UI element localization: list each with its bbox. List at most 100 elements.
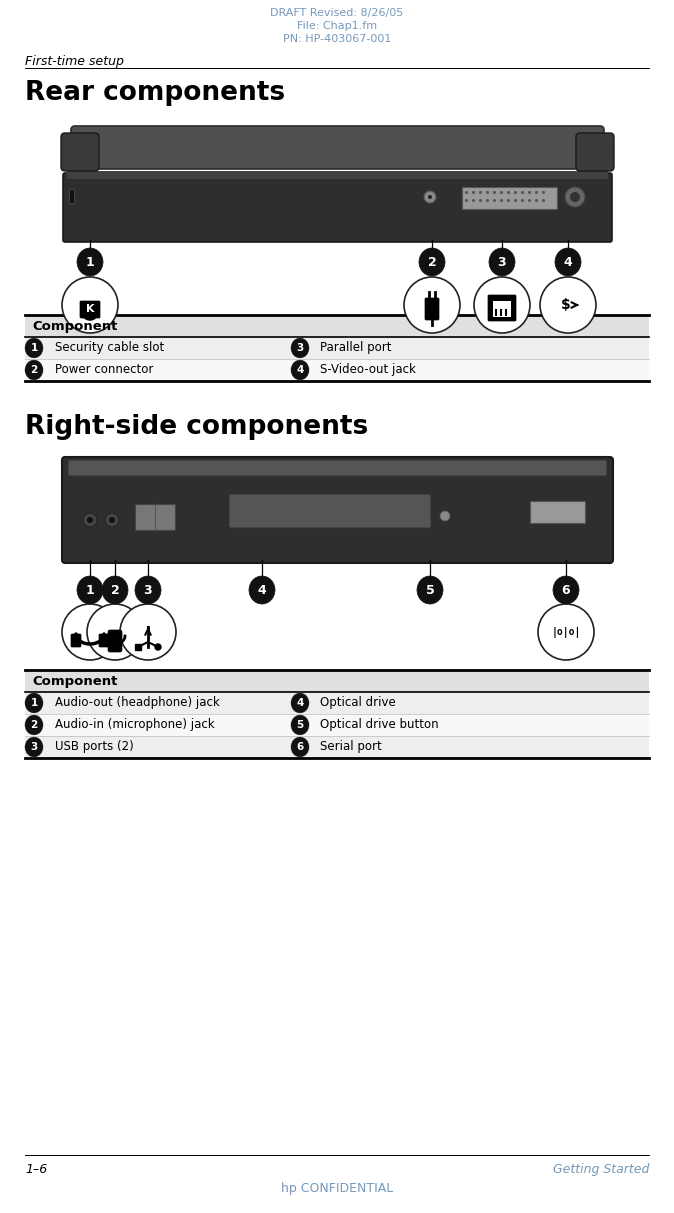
Ellipse shape bbox=[538, 604, 594, 660]
Ellipse shape bbox=[102, 576, 128, 604]
Ellipse shape bbox=[404, 277, 460, 334]
Text: Optical drive: Optical drive bbox=[320, 696, 396, 710]
FancyBboxPatch shape bbox=[25, 359, 649, 381]
Text: 5: 5 bbox=[297, 721, 303, 730]
Text: 1: 1 bbox=[86, 256, 94, 268]
FancyBboxPatch shape bbox=[576, 133, 614, 171]
Text: 2: 2 bbox=[427, 256, 436, 268]
Text: First-time setup: First-time setup bbox=[25, 55, 124, 68]
Ellipse shape bbox=[419, 247, 445, 277]
Text: 4: 4 bbox=[297, 365, 304, 375]
Text: Component: Component bbox=[32, 674, 117, 688]
Text: Right-side components: Right-side components bbox=[25, 414, 368, 440]
Text: 6: 6 bbox=[561, 583, 570, 597]
Text: 5: 5 bbox=[425, 583, 434, 597]
Ellipse shape bbox=[77, 247, 103, 277]
Text: Power connector: Power connector bbox=[55, 363, 154, 376]
Text: $: $ bbox=[561, 298, 571, 312]
Text: USB ports (2): USB ports (2) bbox=[55, 740, 133, 753]
Ellipse shape bbox=[489, 247, 515, 277]
Ellipse shape bbox=[25, 693, 43, 713]
Ellipse shape bbox=[291, 738, 309, 757]
Text: 4: 4 bbox=[257, 583, 266, 597]
FancyBboxPatch shape bbox=[25, 714, 649, 736]
Text: File: Chap1.fm: File: Chap1.fm bbox=[297, 21, 377, 32]
Ellipse shape bbox=[474, 277, 530, 334]
Ellipse shape bbox=[291, 693, 309, 713]
FancyBboxPatch shape bbox=[61, 133, 99, 171]
Ellipse shape bbox=[291, 716, 309, 735]
Text: K: K bbox=[86, 304, 94, 314]
FancyBboxPatch shape bbox=[71, 126, 604, 169]
Text: Component: Component bbox=[32, 320, 117, 334]
Text: Serial port: Serial port bbox=[320, 740, 381, 753]
FancyBboxPatch shape bbox=[25, 315, 649, 337]
FancyBboxPatch shape bbox=[493, 301, 511, 317]
Text: 1–6: 1–6 bbox=[25, 1163, 47, 1175]
FancyBboxPatch shape bbox=[63, 173, 612, 243]
Text: 3: 3 bbox=[497, 256, 506, 268]
FancyBboxPatch shape bbox=[80, 301, 100, 318]
Ellipse shape bbox=[291, 360, 309, 380]
Ellipse shape bbox=[249, 576, 275, 604]
Ellipse shape bbox=[87, 604, 143, 660]
FancyBboxPatch shape bbox=[488, 295, 516, 321]
Circle shape bbox=[565, 187, 585, 207]
Text: Optical drive button: Optical drive button bbox=[320, 718, 439, 731]
Text: 3: 3 bbox=[30, 742, 38, 752]
Text: Security cable slot: Security cable slot bbox=[55, 341, 164, 354]
Ellipse shape bbox=[135, 576, 161, 604]
Text: hp CONFIDENTIAL: hp CONFIDENTIAL bbox=[281, 1181, 393, 1195]
Ellipse shape bbox=[555, 247, 581, 277]
Text: Rear components: Rear components bbox=[25, 80, 285, 106]
Circle shape bbox=[424, 190, 436, 203]
Ellipse shape bbox=[62, 277, 118, 334]
Text: PN: HP-403067-001: PN: HP-403067-001 bbox=[283, 34, 391, 44]
Ellipse shape bbox=[291, 338, 309, 358]
Ellipse shape bbox=[25, 360, 43, 380]
Text: 1: 1 bbox=[30, 343, 38, 353]
Text: 2: 2 bbox=[111, 583, 119, 597]
Circle shape bbox=[155, 644, 161, 650]
Text: 6: 6 bbox=[297, 742, 303, 752]
Ellipse shape bbox=[77, 576, 103, 604]
Circle shape bbox=[109, 517, 115, 523]
FancyBboxPatch shape bbox=[99, 634, 109, 647]
FancyBboxPatch shape bbox=[69, 189, 74, 203]
Text: Audio-out (headphone) jack: Audio-out (headphone) jack bbox=[55, 696, 220, 710]
Circle shape bbox=[105, 513, 119, 526]
FancyBboxPatch shape bbox=[135, 503, 175, 530]
Text: 3: 3 bbox=[144, 583, 152, 597]
Text: 2: 2 bbox=[30, 721, 38, 730]
Ellipse shape bbox=[62, 604, 118, 660]
FancyBboxPatch shape bbox=[108, 630, 122, 653]
Text: S-Video-out jack: S-Video-out jack bbox=[320, 363, 416, 376]
FancyBboxPatch shape bbox=[229, 494, 431, 528]
Circle shape bbox=[87, 517, 93, 523]
Ellipse shape bbox=[540, 277, 596, 334]
Circle shape bbox=[440, 511, 450, 522]
FancyBboxPatch shape bbox=[71, 634, 81, 647]
Ellipse shape bbox=[25, 716, 43, 735]
FancyBboxPatch shape bbox=[530, 501, 585, 523]
Circle shape bbox=[83, 513, 97, 526]
FancyBboxPatch shape bbox=[68, 460, 607, 475]
FancyBboxPatch shape bbox=[462, 187, 557, 209]
Text: Audio-in (microphone) jack: Audio-in (microphone) jack bbox=[55, 718, 214, 731]
Ellipse shape bbox=[25, 738, 43, 757]
Text: 3: 3 bbox=[297, 343, 303, 353]
Text: 4: 4 bbox=[297, 697, 304, 708]
Ellipse shape bbox=[25, 338, 43, 358]
Circle shape bbox=[570, 192, 580, 203]
FancyBboxPatch shape bbox=[25, 736, 649, 758]
Text: 1: 1 bbox=[30, 697, 38, 708]
Ellipse shape bbox=[553, 576, 579, 604]
FancyBboxPatch shape bbox=[25, 670, 649, 691]
Text: |o|o|: |o|o| bbox=[551, 626, 581, 638]
Ellipse shape bbox=[417, 576, 443, 604]
FancyBboxPatch shape bbox=[25, 337, 649, 359]
Text: 4: 4 bbox=[563, 256, 572, 268]
Text: Parallel port: Parallel port bbox=[320, 341, 392, 354]
Circle shape bbox=[428, 195, 432, 199]
Text: 1: 1 bbox=[86, 583, 94, 597]
